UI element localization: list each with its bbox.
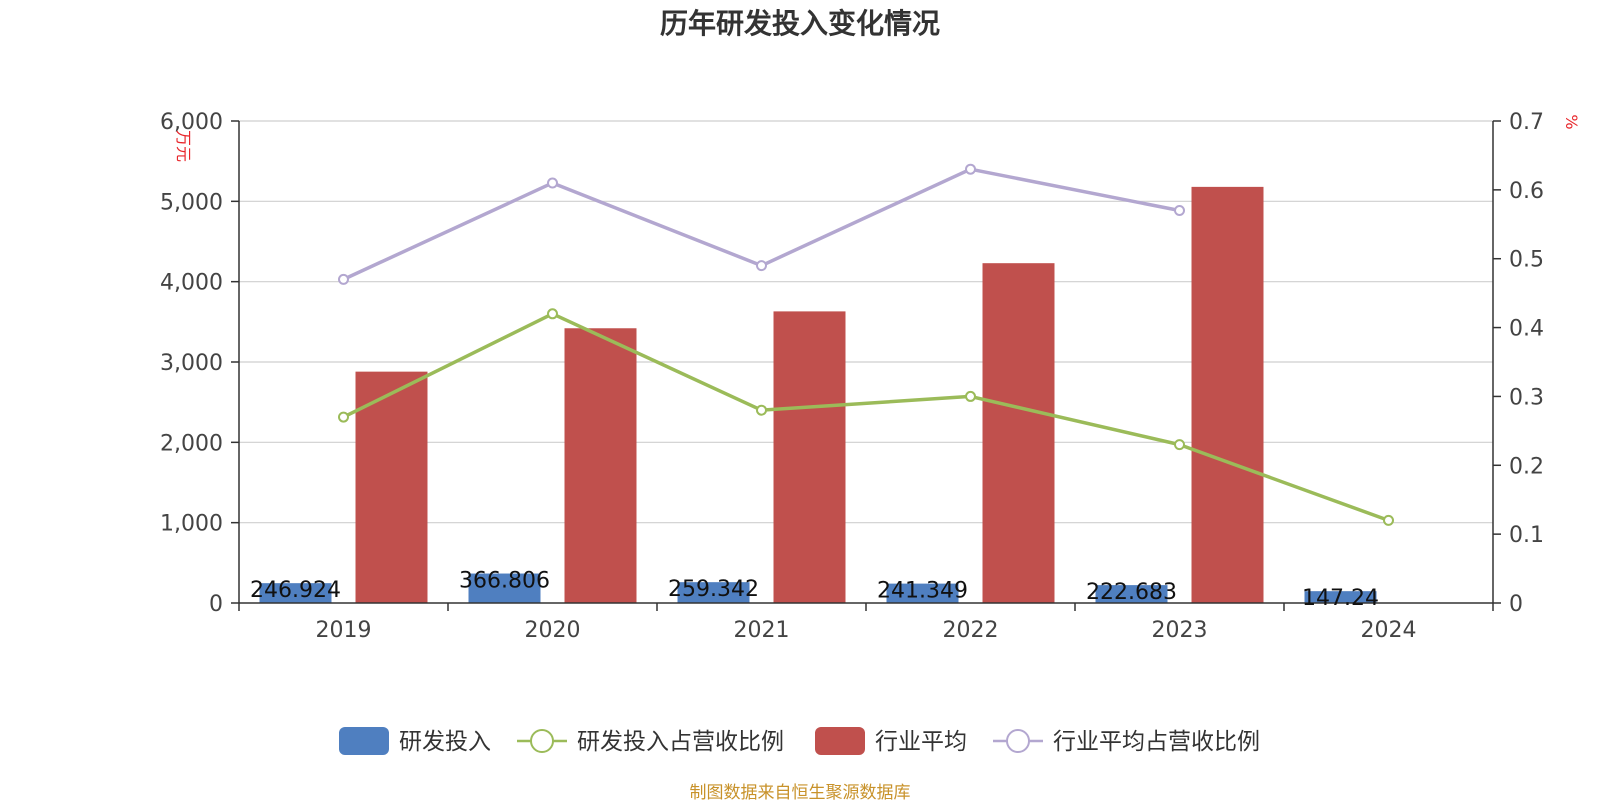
rd-ratio-point (756, 404, 767, 416)
legend-label-industry: 行业平均 (875, 729, 967, 755)
industry-ratio-point (547, 177, 558, 189)
rd-ratio-point (1383, 514, 1394, 526)
right-tick-label: 0 (1509, 592, 1523, 617)
legend-swatch-industry (815, 727, 865, 755)
rd-bar (1095, 585, 1168, 603)
right-tick-label: 0.5 (1509, 248, 1544, 273)
industry-bar (982, 263, 1055, 603)
left-tick-label: 6,000 (160, 110, 223, 135)
rd-bar (886, 583, 959, 603)
left-tick-label: 3,000 (160, 351, 223, 376)
rd-ratio-point (1174, 439, 1185, 451)
source-note: 制图数据来自恒生聚源数据库 (689, 783, 911, 803)
rd-bar (1304, 591, 1377, 603)
legend-label-rd: 研发投入 (399, 729, 491, 755)
industry-bar (564, 328, 637, 603)
left-axis-unit: 万元 (174, 130, 193, 162)
x-tick-label: 2021 (734, 618, 790, 643)
legend-swatch-rd-ratio-marker (530, 729, 554, 753)
left-tick-label: 4,000 (160, 271, 223, 296)
rd-value-label: 366.806 (459, 569, 550, 594)
right-tick-label: 0.1 (1509, 523, 1544, 548)
right-tick-label: 0.3 (1509, 385, 1544, 410)
left-tick-label: 1,000 (160, 512, 223, 537)
rd-value-label: 259.342 (668, 577, 759, 602)
rd-ratio-point (338, 411, 349, 423)
left-tick-label: 2,000 (160, 431, 223, 456)
right-tick-label: 0.7 (1509, 110, 1544, 135)
industry-ratio-point (338, 273, 349, 285)
right-tick-label: 0.4 (1509, 317, 1544, 342)
legend-swatch-industry-ratio-marker (1006, 729, 1030, 753)
rd-bar (259, 583, 332, 603)
x-tick-label: 2019 (316, 618, 372, 643)
right-axis-unit: % (1562, 114, 1581, 129)
rd-value-label: 241.349 (877, 579, 968, 604)
rd-value-label: 246.924 (250, 578, 341, 603)
industry-bar (1191, 186, 1264, 603)
rd-bar (468, 573, 541, 603)
legend-label-industry-ratio: 行业平均占营收比例 (1053, 729, 1260, 755)
left-tick-label: 5,000 (160, 190, 223, 215)
industry-ratio-point (756, 260, 767, 272)
right-tick-label: 0.6 (1509, 179, 1544, 204)
rd-value-label: 222.683 (1086, 580, 1177, 605)
rd-ratio-point (547, 308, 558, 320)
industry-bar (355, 371, 428, 603)
rd-ratio-point (965, 390, 976, 402)
x-tick-label: 2022 (943, 618, 999, 643)
rd-ratio-line (342, 312, 1390, 523)
industry-bar (773, 311, 846, 603)
industry-ratio-point (1174, 205, 1185, 217)
x-tick-label: 2023 (1152, 618, 1208, 643)
industry-ratio-point (965, 163, 976, 175)
chart-title: 历年研发投入变化情况 (659, 7, 940, 40)
legend-swatch-rd (339, 727, 389, 755)
x-tick-label: 2020 (525, 618, 581, 643)
left-tick-label: 0 (209, 592, 223, 617)
rd-bar (677, 582, 750, 603)
legend-label-rd-ratio: 研发投入占营收比例 (577, 729, 784, 755)
x-tick-label: 2024 (1361, 618, 1417, 643)
rd-value-label: 147.24 (1302, 586, 1379, 611)
right-tick-label: 0.2 (1509, 454, 1544, 479)
